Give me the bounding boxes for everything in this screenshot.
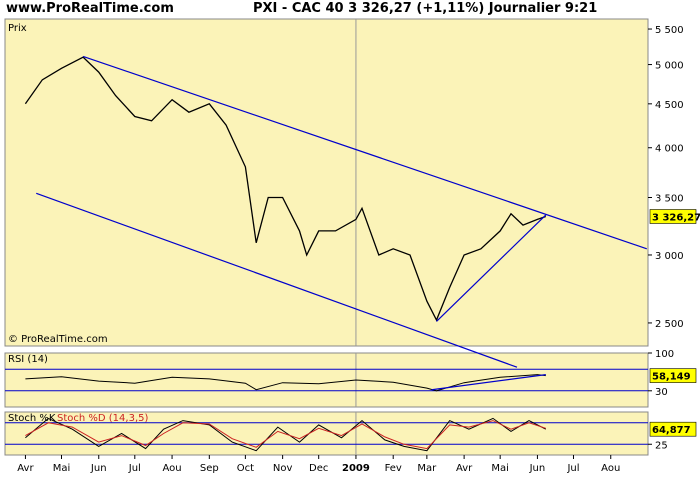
rsi-panel bbox=[4, 352, 649, 408]
y-tick-label: 4 000 bbox=[655, 144, 684, 155]
x-tick-label: Mai bbox=[53, 463, 71, 474]
y-tick-label: 30 bbox=[655, 387, 668, 398]
x-tick-label: Jul bbox=[128, 463, 141, 474]
stoch-k-series bbox=[25, 417, 547, 452]
last-value-badge bbox=[649, 368, 697, 383]
x-tick-label: Fev bbox=[385, 463, 402, 474]
trendline bbox=[436, 214, 547, 322]
rsi-panel-title: RSI (14) bbox=[8, 354, 48, 365]
last-value-badge bbox=[649, 421, 697, 437]
y-tick-label: 5 500 bbox=[655, 25, 684, 36]
x-tick-label: Aou bbox=[601, 463, 620, 474]
x-tick-label: Mai bbox=[491, 463, 509, 474]
y-tick-label: 5 000 bbox=[655, 61, 684, 72]
stoch-d-title: Stoch %D (14,3,5) bbox=[57, 413, 148, 424]
price-panel-title: Prix bbox=[8, 23, 27, 34]
price-panel bbox=[4, 18, 649, 347]
x-tick-label: Oct bbox=[237, 463, 254, 474]
stoch-panel bbox=[4, 411, 649, 456]
y-tick-label: 100 bbox=[655, 349, 674, 360]
x-tick-label: Dec bbox=[309, 463, 328, 474]
x-tick-label: 2009 bbox=[342, 463, 370, 474]
x-tick-label: Jun bbox=[529, 463, 546, 474]
site-title: www.ProRealTime.com bbox=[6, 1, 174, 16]
x-tick-label: Jul bbox=[566, 463, 579, 474]
last-value-label: 64,877 bbox=[652, 425, 691, 436]
x-tick-label: Aou bbox=[162, 463, 181, 474]
y-tick-label: 4 500 bbox=[655, 100, 684, 111]
stoch-d-series bbox=[25, 420, 546, 450]
x-tick-label: Avr bbox=[456, 463, 473, 474]
x-tick-label: Sep bbox=[200, 463, 219, 474]
y-tick-label: 3 500 bbox=[655, 194, 684, 205]
price-series bbox=[24, 56, 547, 322]
last-value-badge bbox=[649, 209, 697, 224]
x-tick-label: Mar bbox=[417, 463, 437, 474]
trendline bbox=[36, 192, 518, 368]
x-tick-label: Nov bbox=[273, 463, 293, 474]
x-tick-label: Avr bbox=[17, 463, 34, 474]
rsi-series bbox=[25, 374, 546, 392]
trendline bbox=[82, 55, 647, 250]
y-tick-label: 3 000 bbox=[655, 251, 684, 262]
y-tick-label: 2 500 bbox=[655, 319, 684, 330]
chart-header-info: PXI - CAC 40 3 326,27 (+1,11%) Journalie… bbox=[253, 1, 598, 16]
trendline bbox=[431, 374, 546, 391]
stoch-k-title: Stoch %K bbox=[8, 413, 56, 424]
y-tick-label: 25 bbox=[655, 440, 668, 451]
x-tick-label: Jun bbox=[90, 463, 107, 474]
watermark: © ProRealTime.com bbox=[8, 334, 108, 345]
last-value-label: 3 326,27 bbox=[652, 212, 700, 223]
last-value-label: 58,149 bbox=[652, 372, 691, 383]
